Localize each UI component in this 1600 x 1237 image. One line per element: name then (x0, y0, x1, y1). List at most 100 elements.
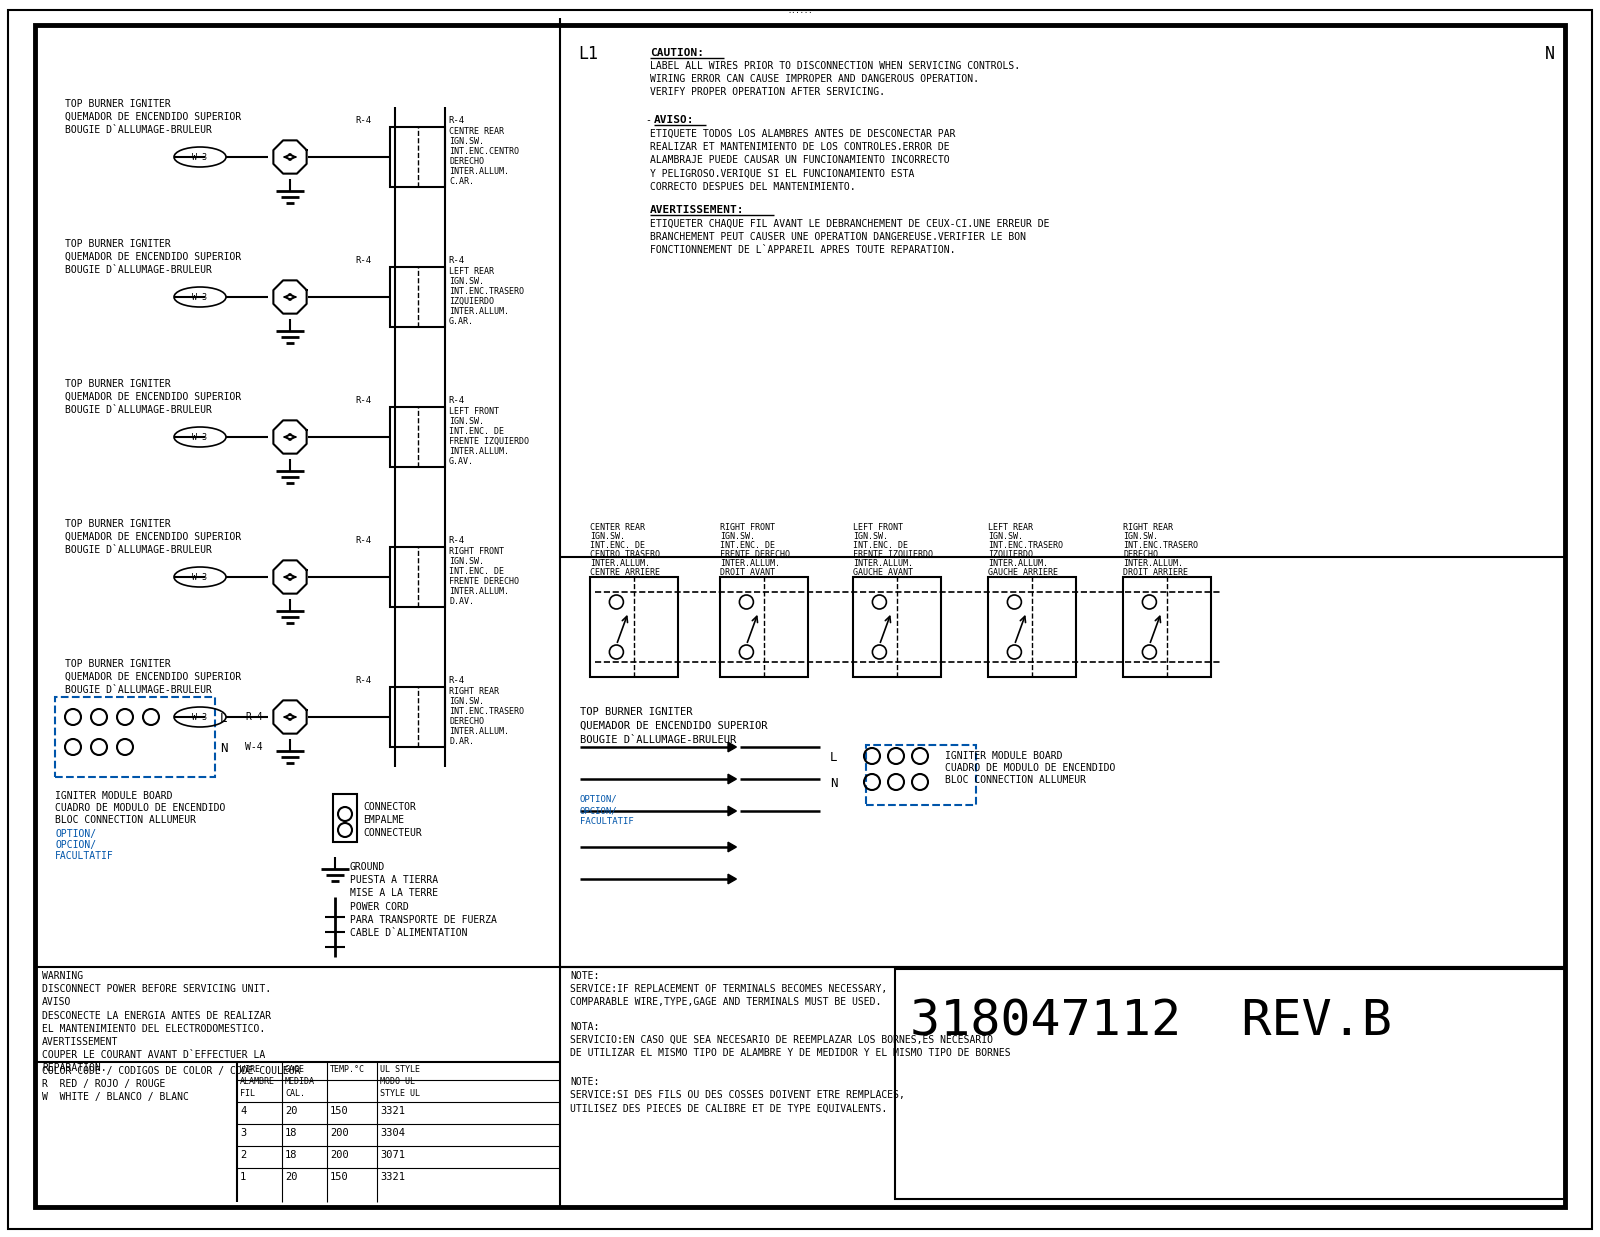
Bar (866, 745, 976, 805)
Text: INT.ENC.TRASERO: INT.ENC.TRASERO (1123, 541, 1198, 550)
Text: BLOC CONNECTION ALLUMEUR: BLOC CONNECTION ALLUMEUR (54, 815, 195, 825)
Text: CENTRE REAR: CENTRE REAR (450, 127, 504, 136)
Text: 150: 150 (330, 1171, 349, 1183)
Text: QUEMADOR DE ENCENDIDO SUPERIOR: QUEMADOR DE ENCENDIDO SUPERIOR (579, 721, 768, 731)
Bar (853, 576, 941, 677)
Text: GAUCHE AVANT: GAUCHE AVANT (853, 568, 914, 576)
Text: ETIQUETE TODOS LOS ALAMBRES ANTES DE DESCONECTAR PAR
REALIZAR ET MANTENIMIENTO D: ETIQUETE TODOS LOS ALAMBRES ANTES DE DES… (650, 129, 955, 192)
Text: IGN.SW.: IGN.SW. (720, 532, 755, 541)
Text: LABEL ALL WIRES PRIOR TO DISCONNECTION WHEN SERVICING CONTROLS.
WIRING ERROR CAN: LABEL ALL WIRES PRIOR TO DISCONNECTION W… (650, 61, 1021, 98)
Text: 20: 20 (285, 1106, 298, 1116)
Bar (720, 576, 808, 677)
Polygon shape (728, 774, 736, 784)
Text: W-4: W-4 (245, 742, 262, 752)
Text: INT.ENC. DE: INT.ENC. DE (853, 541, 909, 550)
Text: R-4: R-4 (355, 396, 371, 404)
Text: CUADRO DE MODULO DE ENCENDIDO: CUADRO DE MODULO DE ENCENDIDO (946, 763, 1115, 773)
Text: BOUGIE D`ALLUMAGE-BRULEUR: BOUGIE D`ALLUMAGE-BRULEUR (66, 546, 211, 555)
Text: IGN.SW.: IGN.SW. (450, 557, 483, 567)
Text: FRENTE DERECHO: FRENTE DERECHO (720, 550, 790, 559)
Text: 3: 3 (240, 1128, 246, 1138)
Text: CAUTION:: CAUTION: (650, 48, 704, 58)
Text: FRENTE DERECHO: FRENTE DERECHO (450, 576, 518, 586)
Text: OPCION/: OPCION/ (54, 840, 96, 850)
Text: INT.ENC.TRASERO: INT.ENC.TRASERO (450, 708, 525, 716)
Text: IGN.SW.: IGN.SW. (853, 532, 888, 541)
Text: R-4: R-4 (355, 536, 371, 546)
Text: IGN.SW.: IGN.SW. (989, 532, 1022, 541)
Text: CENTER REAR: CENTER REAR (590, 523, 645, 532)
Text: FRENTE IZQUIERDO: FRENTE IZQUIERDO (450, 437, 530, 447)
Text: 1: 1 (240, 1171, 246, 1183)
Text: CUADRO DE MODULO DE ENCENDIDO: CUADRO DE MODULO DE ENCENDIDO (54, 803, 226, 813)
Text: TOP BURNER IGNITER: TOP BURNER IGNITER (66, 99, 171, 109)
Text: R-4: R-4 (355, 256, 371, 265)
Text: GAGE
MEDIDA
CAL.: GAGE MEDIDA CAL. (285, 1065, 315, 1097)
Bar (390, 267, 445, 327)
Text: INTER.ALLUM.: INTER.ALLUM. (450, 588, 509, 596)
Text: ETIQUETER CHAQUE FIL AVANT LE DEBRANCHEMENT DE CEUX-CI.UNE ERREUR DE
BRANCHEMENT: ETIQUETER CHAQUE FIL AVANT LE DEBRANCHEM… (650, 219, 1050, 255)
Text: BOUGIE D`ALLUMAGE-BRULEUR: BOUGIE D`ALLUMAGE-BRULEUR (66, 404, 211, 414)
Bar (54, 696, 214, 777)
Bar (333, 794, 357, 842)
Text: FACULTATIF: FACULTATIF (54, 851, 114, 861)
Bar (390, 407, 445, 468)
Text: NOTE:
SERVICE:IF REPLACEMENT OF TERMINALS BECOMES NECESSARY,
COMPARABLE WIRE,TYP: NOTE: SERVICE:IF REPLACEMENT OF TERMINAL… (570, 971, 888, 1007)
Text: FACULTATIF: FACULTATIF (579, 816, 634, 826)
Text: R-4: R-4 (355, 116, 371, 125)
Text: R-4: R-4 (448, 536, 464, 546)
Text: QUEMADOR DE ENCENDIDO SUPERIOR: QUEMADOR DE ENCENDIDO SUPERIOR (66, 672, 242, 682)
Text: DERECHO: DERECHO (1123, 550, 1158, 559)
Text: R-4: R-4 (448, 675, 464, 685)
Text: INTER.ALLUM.: INTER.ALLUM. (1123, 559, 1182, 568)
Text: INTER.ALLUM.: INTER.ALLUM. (450, 727, 509, 736)
Text: R-4: R-4 (355, 675, 371, 685)
Text: OPTION/: OPTION/ (54, 829, 96, 839)
Text: L: L (221, 713, 227, 725)
Text: W-3: W-3 (192, 433, 208, 442)
Text: INT.ENC. DE: INT.ENC. DE (590, 541, 645, 550)
Bar (1123, 576, 1211, 677)
Text: RIGHT REAR: RIGHT REAR (450, 687, 499, 696)
Text: R-4: R-4 (448, 256, 464, 265)
Text: INTER.ALLUM.: INTER.ALLUM. (450, 447, 509, 456)
Text: AVERTISSEMENT:: AVERTISSEMENT: (650, 205, 744, 215)
Text: W-3: W-3 (192, 152, 208, 162)
Text: LEFT REAR: LEFT REAR (989, 523, 1034, 532)
Text: IZQUIERDO: IZQUIERDO (450, 297, 494, 306)
Text: BOUGIE D`ALLUMAGE-BRULEUR: BOUGIE D`ALLUMAGE-BRULEUR (66, 265, 211, 275)
Polygon shape (728, 742, 736, 752)
Text: UL STYLE
MODO UL
STYLE UL: UL STYLE MODO UL STYLE UL (381, 1065, 419, 1097)
Text: W-3: W-3 (192, 573, 208, 581)
Polygon shape (728, 875, 736, 883)
Text: INT.ENC.TRASERO: INT.ENC.TRASERO (450, 287, 525, 296)
Text: LEFT REAR: LEFT REAR (450, 267, 494, 276)
Bar (989, 576, 1075, 677)
Text: FRENTE IZQUIERDO: FRENTE IZQUIERDO (853, 550, 933, 559)
Text: INTER.ALLUM.: INTER.ALLUM. (590, 559, 650, 568)
Text: INT.ENC. DE: INT.ENC. DE (450, 567, 504, 576)
Text: IZQUIERDO: IZQUIERDO (989, 550, 1034, 559)
Text: L: L (830, 751, 837, 764)
Text: WIRE
ALAMBRE
FIL: WIRE ALAMBRE FIL (240, 1065, 275, 1097)
Text: QUEMADOR DE ENCENDIDO SUPERIOR: QUEMADOR DE ENCENDIDO SUPERIOR (66, 252, 242, 262)
Bar (390, 127, 445, 187)
Text: BOUGIE D`ALLUMAGE-BRULEUR: BOUGIE D`ALLUMAGE-BRULEUR (66, 125, 211, 135)
Text: IGN.SW.: IGN.SW. (590, 532, 626, 541)
Bar (590, 576, 678, 677)
Text: G.AR.: G.AR. (450, 317, 474, 327)
Text: 18: 18 (285, 1150, 298, 1160)
Text: GAUCHE ARRIERE: GAUCHE ARRIERE (989, 568, 1058, 576)
Text: N: N (830, 777, 837, 790)
Text: QUEMADOR DE ENCENDIDO SUPERIOR: QUEMADOR DE ENCENDIDO SUPERIOR (66, 392, 242, 402)
Text: IGN.SW.: IGN.SW. (450, 417, 483, 426)
Text: 318047112  REV.B: 318047112 REV.B (910, 997, 1392, 1045)
Text: TEMP.°C: TEMP.°C (330, 1065, 365, 1074)
Text: 3321: 3321 (381, 1106, 405, 1116)
Text: TOP BURNER IGNITER: TOP BURNER IGNITER (66, 520, 171, 529)
Text: TOP BURNER IGNITER: TOP BURNER IGNITER (579, 708, 693, 717)
Text: -: - (645, 115, 651, 125)
Text: L1: L1 (578, 45, 598, 63)
Text: QUEMADOR DE ENCENDIDO SUPERIOR: QUEMADOR DE ENCENDIDO SUPERIOR (66, 532, 242, 542)
Text: 3304: 3304 (381, 1128, 405, 1138)
